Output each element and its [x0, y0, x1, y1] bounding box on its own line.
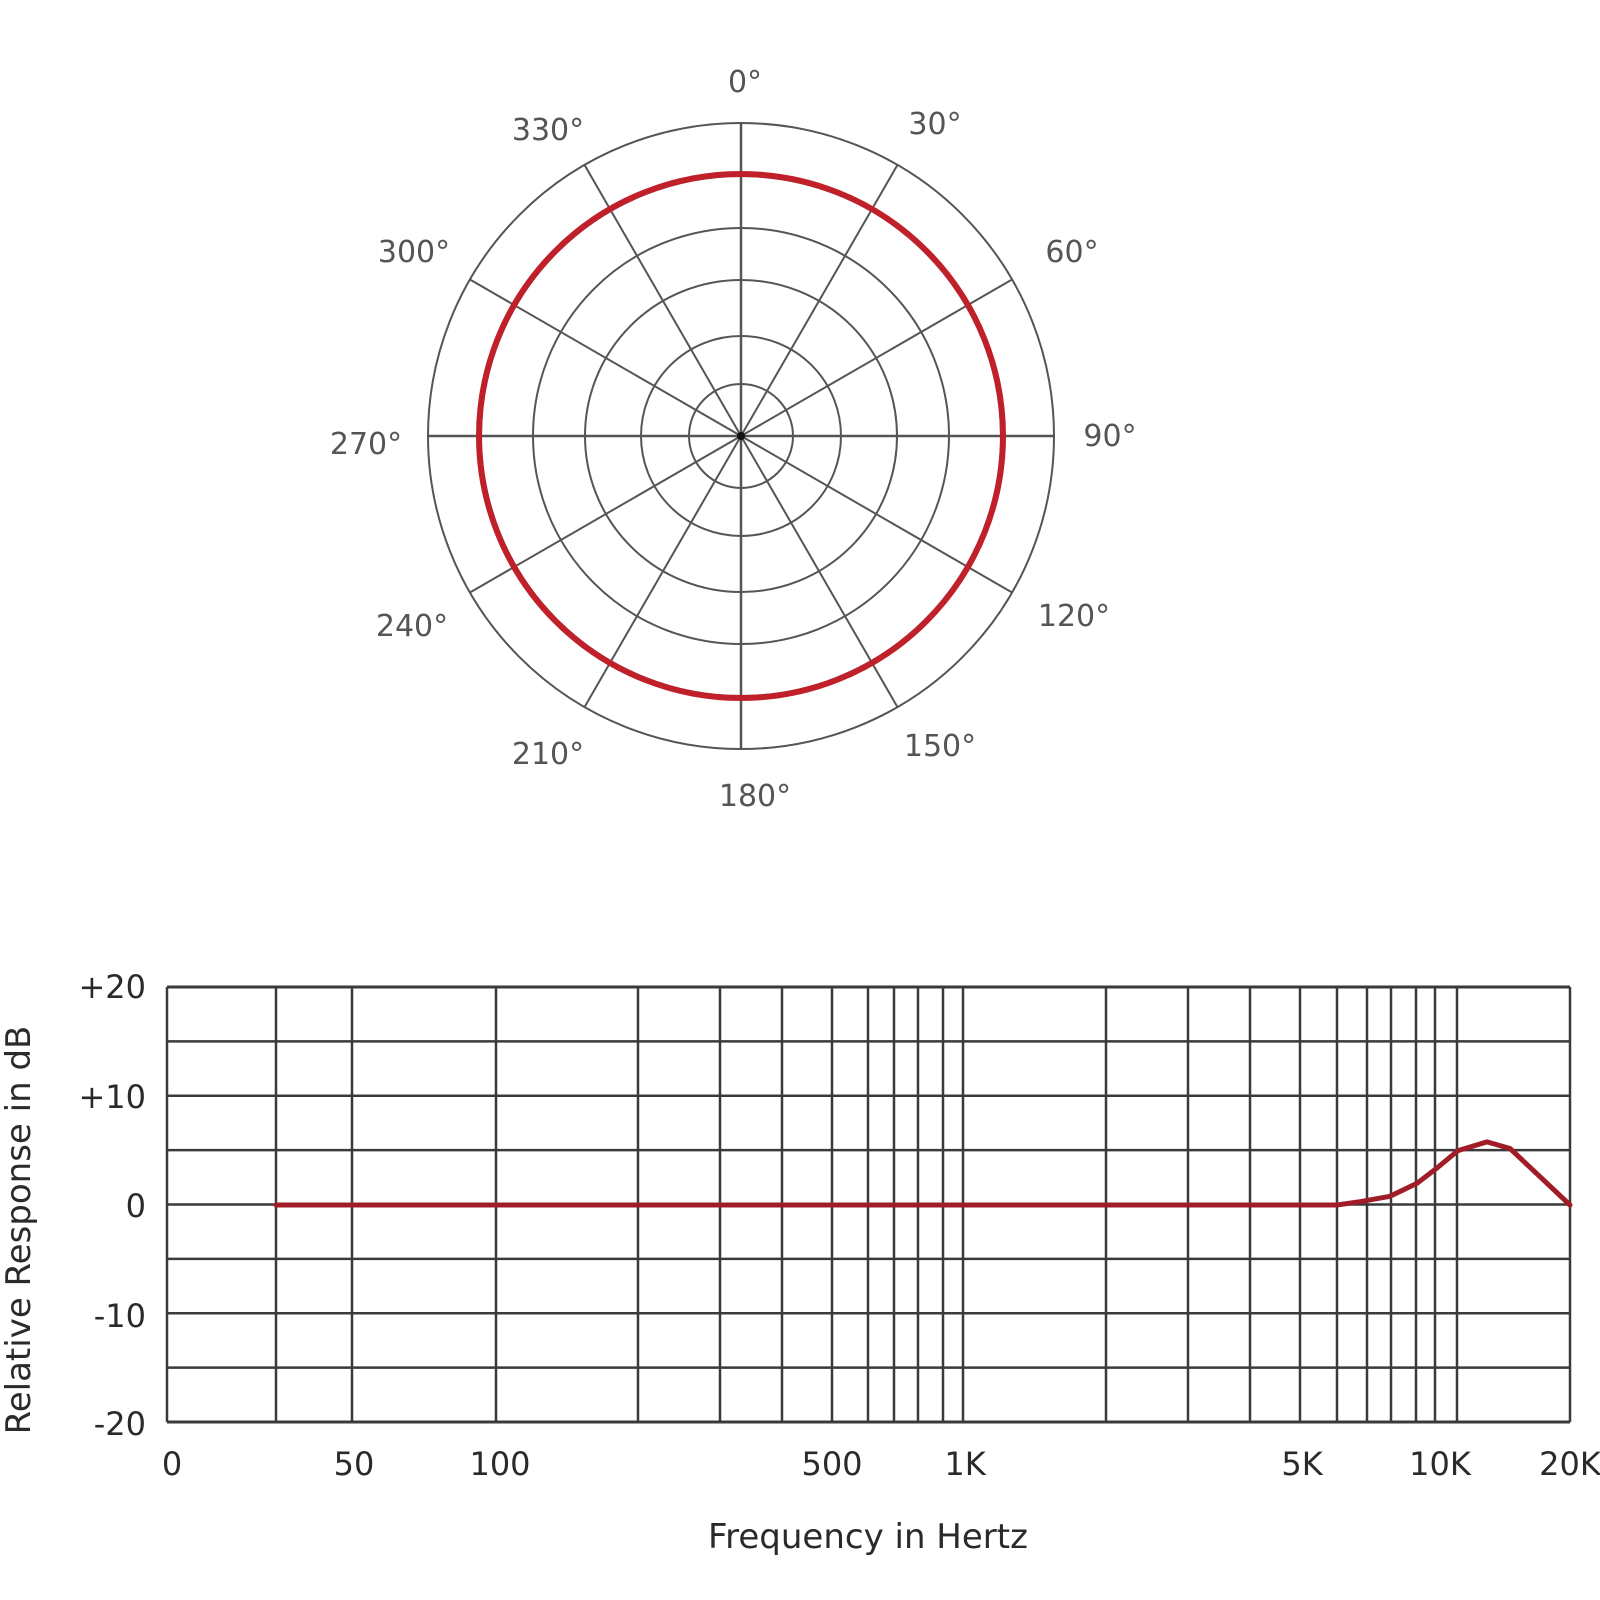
- polar-angle-labels: 0° 30° 60° 90° 120° 150° 180° 210° 240° 270° 300° 3…: [330, 65, 1137, 814]
- y-axis-ticks: +20 +10 0 -10 -20: [78, 968, 146, 1443]
- polar-angle-label: 120°: [1038, 599, 1110, 634]
- polar-angle-label: 60°: [1045, 235, 1098, 270]
- polar-angle-label: 300°: [378, 235, 450, 270]
- polar-angle-label: 0°: [728, 65, 762, 100]
- y-tick-label: 0: [126, 1187, 146, 1225]
- y-tick-label: +10: [78, 1078, 146, 1116]
- polar-angle-label: 30°: [908, 107, 961, 142]
- x-tick-label: 10K: [1409, 1445, 1472, 1483]
- x-tick-label: 500: [801, 1445, 862, 1483]
- y-tick-label: -20: [94, 1405, 146, 1443]
- x-axis-ticks: 0 50 100 500 1K 5K 10K 20K: [162, 1445, 1600, 1483]
- y-tick-label: +20: [78, 968, 146, 1006]
- polar-angle-label: 240°: [376, 609, 448, 644]
- polar-angle-label: 270°: [330, 427, 402, 462]
- polar-angle-label: 210°: [512, 737, 584, 772]
- x-axis-title: Frequency in Hertz: [708, 1517, 1028, 1557]
- polar-angle-label: 330°: [512, 113, 584, 148]
- polar-angle-label: 180°: [719, 779, 791, 814]
- x-tick-label: 5K: [1281, 1445, 1323, 1483]
- x-tick-label: 0: [162, 1445, 182, 1483]
- x-tick-label: 100: [469, 1445, 530, 1483]
- polar-angle-label: 150°: [904, 729, 976, 764]
- y-axis-title: Relative Response in dB: [0, 1026, 39, 1435]
- x-tick-label: 20K: [1539, 1445, 1600, 1483]
- polar-center-dot: [737, 432, 745, 440]
- x-tick-label: 1K: [944, 1445, 986, 1483]
- polar-response-curve: [476, 171, 1006, 701]
- polar-angle-label: 90°: [1083, 419, 1136, 454]
- x-tick-label: 50: [334, 1445, 375, 1483]
- y-tick-label: -10: [94, 1297, 146, 1335]
- frequency-response-curve: [273, 1139, 1573, 1208]
